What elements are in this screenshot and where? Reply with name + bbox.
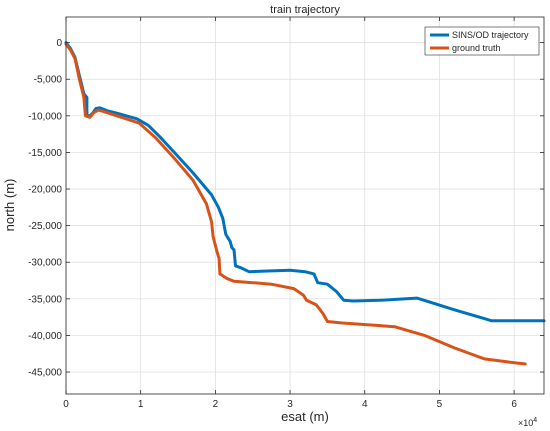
x-tick-label: 2 (213, 399, 219, 410)
x-tick-label: 3 (287, 399, 293, 410)
x-tick-label: 0 (63, 399, 69, 410)
y-tick-label: -35,000 (28, 294, 62, 305)
x-tick-label: 4 (362, 399, 368, 410)
x-tick-label: 5 (437, 399, 443, 410)
x-axis-title: esat (m) (281, 409, 329, 424)
y-tick-label: -20,000 (28, 185, 62, 196)
y-tick-label: 0 (56, 38, 62, 49)
legend-box (424, 26, 540, 56)
x-exponent-label: ×104 (518, 417, 537, 428)
series-line-1 (64, 42, 527, 366)
y-tick-label: -45,000 (28, 368, 62, 379)
y-axis-title: north (m) (2, 179, 17, 232)
chart-title: train trajectory (270, 4, 340, 16)
y-tick-labels: 0 -5,000 -10,000 -15,000 -20,000 -25,000 -30,0… (28, 38, 62, 378)
y-tick-label: -30,000 (28, 258, 62, 269)
legend-label-sins-od: SINS/OD trajectory (452, 30, 529, 40)
plot-frame (65, 16, 545, 395)
y-tick-label: -40,000 (28, 331, 62, 342)
plot-area (66, 17, 544, 394)
x-tick-label: 6 (511, 399, 517, 410)
y-tick-label: -25,000 (28, 221, 62, 232)
x-tick-labels: 0 1 2 3 4 5 6 (63, 399, 517, 410)
x-tick-label: 1 (138, 399, 144, 410)
series-lines (64, 41, 546, 366)
legend: SINS/OD trajectory ground truth (424, 26, 540, 56)
y-tick-label: -5,000 (34, 75, 63, 86)
legend-label-ground-truth: ground truth (452, 43, 501, 53)
axis-ticks (65, 17, 544, 394)
y-tick-label: -10,000 (28, 111, 62, 122)
y-tick-label: -15,000 (28, 148, 62, 159)
